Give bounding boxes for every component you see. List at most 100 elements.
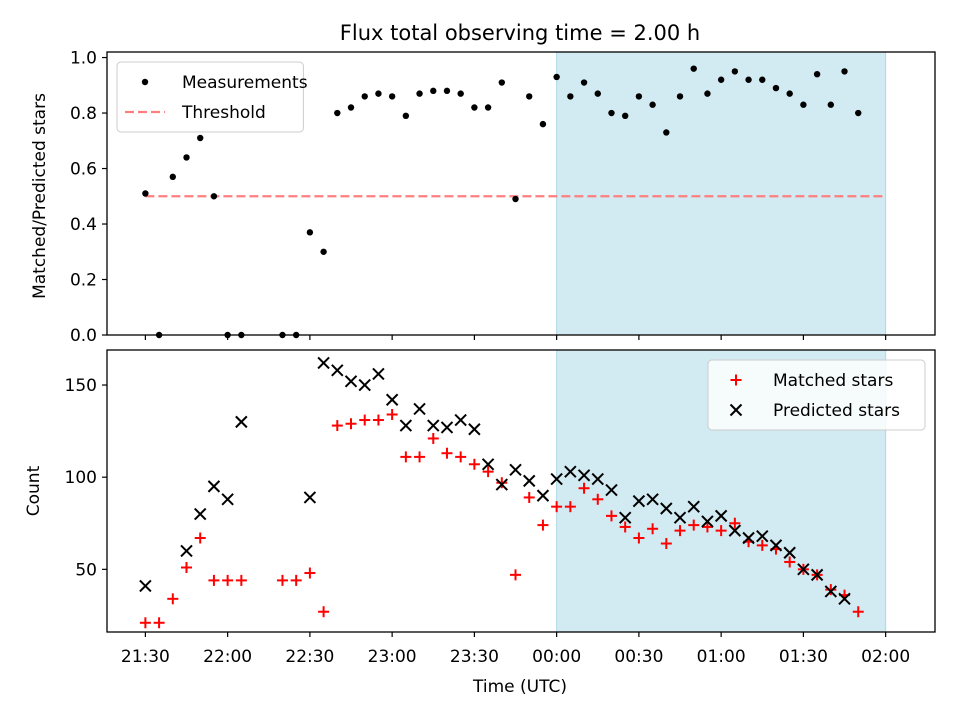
matched-stars-point bbox=[674, 525, 686, 537]
legend-label: Matched stars bbox=[773, 371, 893, 391]
measurements-point bbox=[649, 101, 656, 108]
measurements-point bbox=[526, 93, 533, 100]
y-tick-label: 1.0 bbox=[70, 49, 97, 69]
x-stroke bbox=[756, 529, 769, 543]
predicted-stars-point bbox=[180, 544, 193, 558]
measurements-point bbox=[608, 109, 615, 117]
matched-stars-point bbox=[331, 420, 343, 432]
predicted-stars-point bbox=[495, 478, 509, 491]
matched-stars-point bbox=[523, 491, 535, 503]
x-stroke bbox=[413, 402, 426, 416]
matched-stars-point bbox=[276, 574, 288, 586]
measurements-point bbox=[635, 93, 643, 100]
x-stroke bbox=[180, 544, 193, 558]
x-stroke bbox=[221, 493, 234, 506]
x-stroke bbox=[454, 413, 467, 427]
matched-stars-point bbox=[455, 451, 467, 463]
x-stroke bbox=[523, 474, 536, 488]
predicted-stars-point bbox=[824, 585, 838, 598]
legend-marker bbox=[729, 403, 743, 417]
x-stroke bbox=[427, 419, 440, 432]
top-y-axis-label: Matched/Predicted stars bbox=[30, 93, 50, 299]
chart-title: Flux total observing time = 2.00 h bbox=[340, 21, 700, 45]
x-tick-label: 23:30 bbox=[450, 647, 499, 667]
measurements-point bbox=[704, 90, 711, 97]
measurements-point bbox=[759, 76, 766, 83]
matched-stars-point bbox=[715, 525, 727, 537]
measurements-point bbox=[484, 104, 492, 111]
x-stroke bbox=[385, 393, 399, 406]
measurements-point bbox=[471, 104, 478, 111]
predicted-stars-point bbox=[673, 511, 687, 524]
matched-stars-point bbox=[852, 606, 864, 618]
x-stroke bbox=[207, 480, 221, 493]
measurements-point bbox=[498, 79, 506, 86]
matched-stars-point bbox=[318, 606, 330, 618]
measurements-point bbox=[443, 87, 451, 95]
matched-stars-point bbox=[784, 556, 796, 568]
matched-stars-point bbox=[578, 482, 590, 494]
x-stroke bbox=[372, 367, 385, 381]
legend-marker bbox=[141, 78, 149, 86]
y-tick-label: 0.6 bbox=[70, 160, 97, 180]
predicted-stars-point bbox=[838, 592, 851, 606]
shaded-span bbox=[556, 51, 887, 336]
x-stroke bbox=[235, 415, 248, 429]
matched-stars-point bbox=[496, 477, 508, 489]
matched-stars-point bbox=[153, 617, 165, 629]
predicted-stars-point bbox=[618, 511, 632, 524]
predicted-stars-point bbox=[797, 563, 810, 576]
predicted-stars-point bbox=[605, 483, 618, 497]
x-stroke bbox=[577, 469, 591, 482]
measurements-point bbox=[361, 93, 368, 100]
measurements-point bbox=[813, 70, 821, 78]
matched-stars-point bbox=[756, 539, 768, 551]
matched-stars-point bbox=[235, 574, 247, 586]
x-stroke bbox=[481, 458, 495, 471]
predicted-stars-point bbox=[385, 393, 399, 406]
top-panel: 0.0 0.2 0.4 0.6 0.8 1.0 Measurements Threshold bbox=[70, 49, 936, 346]
y-tick-label: 0.8 bbox=[70, 104, 97, 124]
matched-stars-point bbox=[400, 451, 412, 463]
x-stroke bbox=[495, 478, 509, 491]
legend-box bbox=[116, 61, 304, 133]
matched-stars-point bbox=[427, 432, 439, 444]
measurements-point bbox=[567, 93, 574, 100]
measurements-point bbox=[827, 101, 835, 108]
predicted-stars-point bbox=[468, 423, 481, 436]
measurements-point bbox=[347, 104, 355, 111]
measurements-point bbox=[539, 120, 547, 128]
x-stroke bbox=[591, 472, 604, 486]
matched-stars-point bbox=[222, 574, 234, 586]
matched-stars-point bbox=[633, 532, 645, 544]
predicted-stars-point bbox=[523, 474, 536, 488]
predicted-stars-point bbox=[440, 421, 454, 434]
matched-stars-point bbox=[139, 617, 151, 629]
plot-frame bbox=[106, 51, 936, 336]
measurements-point bbox=[430, 87, 437, 95]
predicted-stars-point bbox=[331, 364, 344, 377]
measurements-point bbox=[402, 112, 410, 120]
measurements-point bbox=[306, 229, 314, 236]
x-stroke bbox=[303, 491, 317, 504]
matched-stars-point bbox=[701, 521, 713, 533]
x-tick-label: 22:00 bbox=[203, 647, 252, 667]
matched-stars-point bbox=[290, 574, 302, 586]
matched-stars-point bbox=[359, 414, 371, 426]
y-tick-label: 100 bbox=[65, 468, 97, 488]
measurements-point bbox=[841, 68, 848, 75]
predicted-stars-point bbox=[769, 539, 783, 552]
predicted-stars-point bbox=[235, 415, 248, 429]
x-stroke bbox=[605, 483, 618, 497]
x-stroke bbox=[440, 421, 454, 434]
predicted-stars-point bbox=[317, 356, 330, 370]
predicted-stars-point bbox=[399, 419, 413, 432]
x-tick-label: 23:00 bbox=[368, 647, 417, 667]
measurements-point bbox=[334, 109, 341, 117]
predicted-stars-point bbox=[372, 367, 385, 381]
predicted-stars-point bbox=[632, 494, 646, 508]
x-stroke bbox=[769, 539, 783, 552]
x-stroke bbox=[618, 511, 632, 524]
matched-stars-point bbox=[537, 519, 549, 531]
